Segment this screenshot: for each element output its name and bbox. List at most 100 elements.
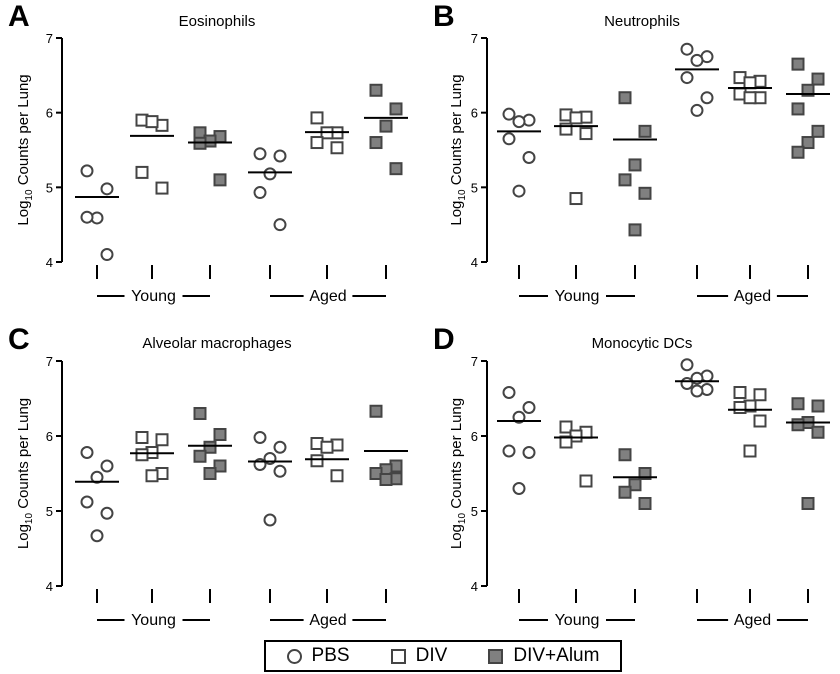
data-point-d-2-0	[618, 448, 632, 462]
data-point-b-1-5	[569, 192, 583, 206]
y-tick-label-b-0: 4	[471, 255, 478, 270]
filled-square-icon	[488, 648, 504, 664]
y-axis-label-d: Log10 Counts per Lung	[448, 398, 468, 549]
data-point-d-5-1	[811, 399, 825, 413]
data-point-b-5-5	[801, 136, 815, 150]
chart-title-d: Monocytic DCs	[592, 335, 693, 352]
data-point-d-4-5	[743, 444, 757, 458]
data-point-c-1-1	[155, 433, 169, 447]
data-point-c-1-0	[135, 431, 149, 444]
data-point-c-2-1	[213, 428, 227, 441]
y-tick-label-d-1: 5	[471, 504, 478, 519]
data-point-b-3-3	[680, 71, 694, 85]
data-point-a-1-4	[155, 181, 169, 195]
legend-label-div-alum: DIV+Alum	[513, 645, 600, 666]
data-point-b-2-3	[618, 173, 632, 187]
data-point-a-5-2	[379, 119, 393, 133]
data-point-d-0-1	[522, 401, 536, 414]
data-point-a-1-3	[135, 165, 149, 179]
group-label-d-young: Young	[555, 612, 600, 629]
group-label-c-young: Young	[131, 612, 176, 629]
data-point-a-3-4	[273, 218, 287, 232]
data-point-b-3-0	[680, 42, 694, 56]
chart-title-b: Neutrophils	[604, 13, 680, 30]
y-tick-label-b-3: 7	[471, 31, 478, 46]
data-point-a-3-3	[253, 186, 267, 200]
data-point-d-4-0	[733, 386, 747, 399]
data-point-d-5-3	[791, 418, 805, 432]
panel-letter-d: D	[433, 323, 455, 356]
data-point-b-4-5	[743, 91, 757, 105]
data-point-c-4-2	[320, 440, 334, 454]
legend: PBS DIV DIV+Alum	[264, 640, 622, 672]
data-point-d-3-3	[680, 377, 694, 390]
data-point-b-2-2	[628, 158, 642, 172]
data-point-c-2-4	[213, 459, 227, 473]
data-point-d-4-4	[753, 414, 767, 428]
group-label-b-young: Young	[555, 288, 600, 305]
y-axis-label-a: Log10 Counts per Lung	[15, 74, 35, 225]
data-point-a-1-2	[145, 115, 159, 129]
data-point-c-3-5	[263, 513, 277, 527]
data-point-b-5-3	[791, 102, 805, 116]
data-point-d-1-0	[559, 420, 573, 434]
data-point-c-2-3	[193, 449, 207, 463]
data-point-c-2-5	[203, 467, 217, 480]
data-point-b-3-2	[690, 53, 704, 67]
data-point-a-4-0	[310, 111, 324, 125]
y-tick-label-c-3: 7	[46, 354, 53, 369]
data-point-d-1-4	[579, 474, 593, 488]
open-circle-icon	[286, 648, 302, 664]
group-label-b-aged: Aged	[734, 288, 771, 305]
data-point-b-0-5	[512, 184, 526, 198]
data-point-a-3-1	[273, 149, 287, 163]
data-point-c-1-3	[135, 448, 149, 462]
data-point-b-2-5	[628, 223, 642, 237]
y-tick-label-c-2: 6	[46, 429, 53, 444]
data-point-d-2-4	[638, 497, 652, 510]
data-point-b-5-6	[791, 145, 805, 159]
chart-title-c: Alveolar macrophages	[142, 335, 291, 352]
data-point-a-4-4	[330, 141, 344, 155]
data-point-a-2-4	[213, 173, 227, 187]
data-point-d-4-3	[733, 401, 747, 414]
legend-item-pbs: PBS	[286, 645, 350, 667]
y-tick-label-d-0: 4	[471, 579, 478, 594]
data-point-c-0-3	[80, 495, 94, 509]
data-point-b-5-2	[801, 83, 815, 97]
data-point-c-0-5	[90, 529, 104, 543]
data-point-c-1-5	[145, 469, 159, 483]
data-point-b-0-2	[512, 115, 526, 129]
data-point-b-5-1	[811, 72, 825, 86]
y-tick-label-b-1: 5	[471, 180, 478, 195]
data-point-a-0-3	[80, 210, 94, 224]
group-label-a-aged: Aged	[309, 288, 346, 305]
data-point-d-5-0	[791, 397, 805, 411]
data-point-b-2-1	[638, 124, 652, 138]
y-tick-label-c-1: 5	[46, 504, 53, 519]
data-point-b-1-4	[579, 127, 593, 141]
data-point-d-2-1	[638, 467, 652, 480]
legend-label-pbs: PBS	[311, 645, 350, 666]
chart-title-a: Eosinophils	[179, 13, 256, 30]
data-point-d-3-5	[690, 384, 704, 398]
y-tick-label-c-0: 4	[46, 579, 53, 594]
data-point-c-3-1	[273, 440, 287, 454]
data-point-d-3-0	[680, 358, 694, 372]
data-point-a-3-0	[253, 147, 267, 161]
data-point-a-5-3	[369, 136, 383, 150]
y-tick-label-a-1: 5	[46, 180, 53, 195]
data-point-b-0-0	[502, 107, 516, 121]
y-tick-label-a-2: 6	[46, 106, 53, 121]
data-point-c-3-0	[253, 431, 267, 444]
data-point-c-2-0	[193, 407, 207, 420]
data-point-a-5-1	[389, 102, 403, 116]
panel-letter-b: B	[433, 0, 455, 33]
y-tick-label-a-0: 4	[46, 255, 53, 270]
y-tick-label-d-2: 6	[471, 429, 478, 444]
data-point-a-0-4	[100, 248, 114, 262]
data-point-c-0-1	[100, 459, 114, 473]
data-point-d-0-4	[522, 446, 536, 459]
panel-letter-a: A	[8, 0, 30, 33]
data-point-b-1-3	[559, 122, 573, 136]
